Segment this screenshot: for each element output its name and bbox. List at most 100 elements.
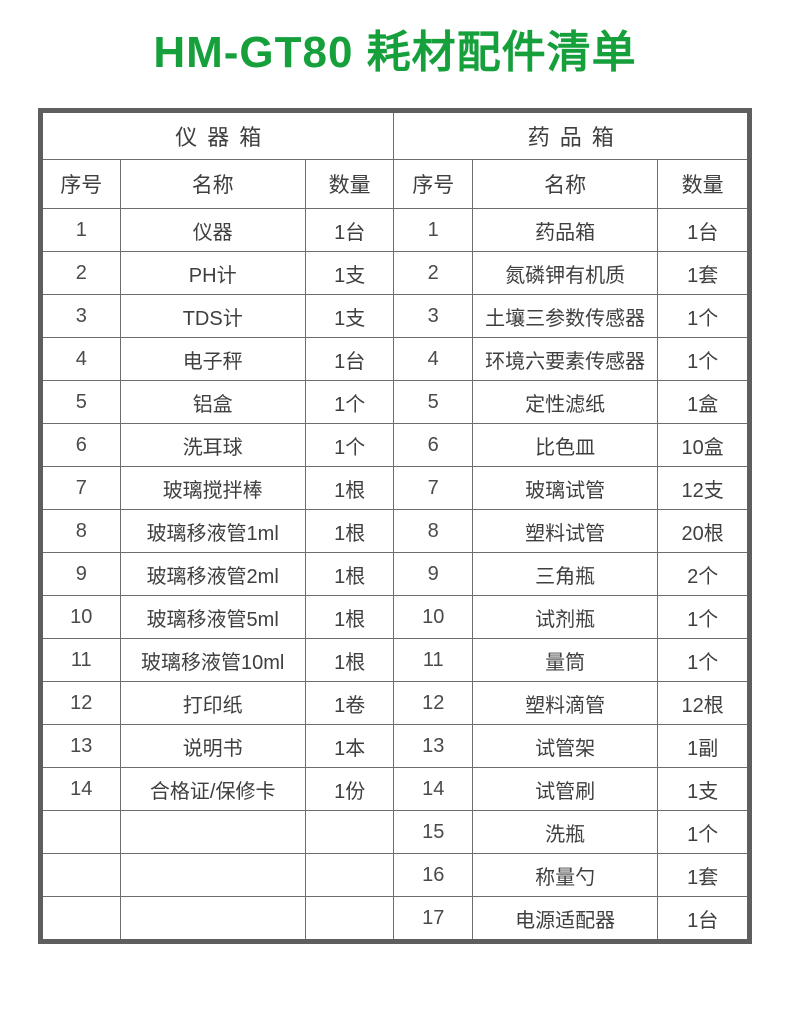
right-serial-cell: 6: [393, 423, 474, 467]
left-item-name-cell: TDS计: [119, 294, 306, 338]
group-header-row: 仪器箱 药品箱: [39, 110, 750, 160]
left-serial-cell: [40, 810, 121, 854]
table-row: 15 洗瓶 1个: [40, 810, 750, 854]
right-serial-cell: 4: [393, 337, 474, 381]
left-item-name-cell: PH计: [119, 251, 306, 295]
left-col-header-quantity: 数量: [304, 159, 395, 209]
left-serial-cell: 12: [40, 681, 121, 725]
right-item-name-cell: 试管架: [472, 724, 659, 768]
left-serial-cell: 3: [40, 294, 121, 338]
table-row: 12 打印纸 1卷 12 塑料滴管 12根: [40, 681, 750, 725]
group-header-instrument-box: 仪器箱: [39, 110, 395, 160]
table-row: 3 TDS计 1支 3 土壤三参数传感器 1个: [40, 294, 750, 338]
right-item-name-cell: 试剂瓶: [472, 595, 659, 639]
table-row: 16 称量勺 1套: [40, 853, 750, 897]
right-item-name-cell: 塑料滴管: [472, 681, 659, 725]
right-col-header-serial: 序号: [393, 159, 474, 209]
table-row: 4 电子秤 1台 4 环境六要素传感器 1个: [40, 337, 750, 381]
left-item-name-cell: 玻璃移液管1ml: [119, 509, 306, 553]
right-serial-cell: 12: [393, 681, 474, 725]
left-serial-cell: 6: [40, 423, 121, 467]
right-serial-cell: 16: [393, 853, 474, 897]
left-quantity-cell: 1份: [304, 767, 395, 811]
right-serial-cell: 14: [393, 767, 474, 811]
left-item-name-cell: 玻璃移液管5ml: [119, 595, 306, 639]
table-row: 6 洗耳球 1个 6 比色皿 10盒: [40, 423, 750, 467]
right-quantity-cell: 1个: [657, 337, 750, 381]
right-quantity-cell: 20根: [657, 509, 750, 553]
right-quantity-cell: 1个: [657, 638, 750, 682]
left-item-name-cell: [119, 853, 306, 897]
right-quantity-cell: 1个: [657, 810, 750, 854]
left-serial-cell: 4: [40, 337, 121, 381]
right-serial-cell: 5: [393, 380, 474, 424]
left-quantity-cell: 1卷: [304, 681, 395, 725]
right-item-name-cell: 氮磷钾有机质: [472, 251, 659, 295]
right-serial-cell: 13: [393, 724, 474, 768]
left-serial-cell: [40, 853, 121, 897]
left-quantity-cell: 1根: [304, 638, 395, 682]
column-header-row: 序号 名称 数量 序号 名称 数量: [40, 159, 750, 209]
left-quantity-cell: 1支: [304, 251, 395, 295]
right-serial-cell: 15: [393, 810, 474, 854]
table-row: 7 玻璃搅拌棒 1根 7 玻璃试管 12支: [40, 466, 750, 510]
right-item-name-cell: 塑料试管: [472, 509, 659, 553]
right-serial-cell: 2: [393, 251, 474, 295]
right-item-name-cell: 电源适配器: [472, 896, 659, 942]
left-quantity-cell: 1根: [304, 552, 395, 596]
left-quantity-cell: 1台: [304, 208, 395, 252]
right-serial-cell: 8: [393, 509, 474, 553]
left-item-name-cell: [119, 896, 306, 942]
right-serial-cell: 9: [393, 552, 474, 596]
right-serial-cell: 10: [393, 595, 474, 639]
left-serial-cell: 14: [40, 767, 121, 811]
right-col-header-name: 名称: [472, 159, 659, 209]
left-serial-cell: 13: [40, 724, 121, 768]
left-item-name-cell: 合格证/保修卡: [119, 767, 306, 811]
left-quantity-cell: [304, 810, 395, 854]
right-quantity-cell: 2个: [657, 552, 750, 596]
right-item-name-cell: 试管刷: [472, 767, 659, 811]
left-item-name-cell: 铝盒: [119, 380, 306, 424]
left-quantity-cell: 1根: [304, 595, 395, 639]
table-row: 10 玻璃移液管5ml 1根 10 试剂瓶 1个: [40, 595, 750, 639]
left-quantity-cell: 1个: [304, 423, 395, 467]
table-row: 11 玻璃移液管10ml 1根 11 量筒 1个: [40, 638, 750, 682]
left-serial-cell: 7: [40, 466, 121, 510]
right-item-name-cell: 环境六要素传感器: [472, 337, 659, 381]
left-item-name-cell: 说明书: [119, 724, 306, 768]
table-row: 2 PH计 1支 2 氮磷钾有机质 1套: [40, 251, 750, 295]
table-row: 13 说明书 1本 13 试管架 1副: [40, 724, 750, 768]
left-item-name-cell: 玻璃移液管2ml: [119, 552, 306, 596]
right-serial-cell: 3: [393, 294, 474, 338]
left-quantity-cell: [304, 896, 395, 942]
table-body: 1 仪器 1台 1 药品箱 1台 2 PH计 1支 2 氮磷钾有机质 1套 3 TDS计 1支 3 土壤三参数传…: [40, 208, 750, 942]
left-quantity-cell: 1支: [304, 294, 395, 338]
left-item-name-cell: 仪器: [119, 208, 306, 252]
left-quantity-cell: 1根: [304, 466, 395, 510]
right-item-name-cell: 定性滤纸: [472, 380, 659, 424]
right-serial-cell: 1: [393, 208, 474, 252]
page-title: HM-GT80 耗材配件清单: [153, 28, 637, 77]
right-col-header-quantity: 数量: [657, 159, 750, 209]
left-quantity-cell: 1根: [304, 509, 395, 553]
left-item-name-cell: [119, 810, 306, 854]
right-item-name-cell: 比色皿: [472, 423, 659, 467]
left-serial-cell: 8: [40, 509, 121, 553]
right-quantity-cell: 12根: [657, 681, 750, 725]
right-serial-cell: 17: [393, 896, 474, 942]
table-row: 9 玻璃移液管2ml 1根 9 三角瓶 2个: [40, 552, 750, 596]
right-quantity-cell: 1个: [657, 294, 750, 338]
left-quantity-cell: 1本: [304, 724, 395, 768]
left-quantity-cell: 1台: [304, 337, 395, 381]
right-quantity-cell: 10盒: [657, 423, 750, 467]
left-serial-cell: 9: [40, 552, 121, 596]
right-quantity-cell: 1支: [657, 767, 750, 811]
right-quantity-cell: 1套: [657, 853, 750, 897]
right-item-name-cell: 玻璃试管: [472, 466, 659, 510]
right-item-name-cell: 洗瓶: [472, 810, 659, 854]
right-quantity-cell: 1副: [657, 724, 750, 768]
right-quantity-cell: 1台: [657, 208, 750, 252]
table-row: 8 玻璃移液管1ml 1根 8 塑料试管 20根: [40, 509, 750, 553]
left-item-name-cell: 洗耳球: [119, 423, 306, 467]
